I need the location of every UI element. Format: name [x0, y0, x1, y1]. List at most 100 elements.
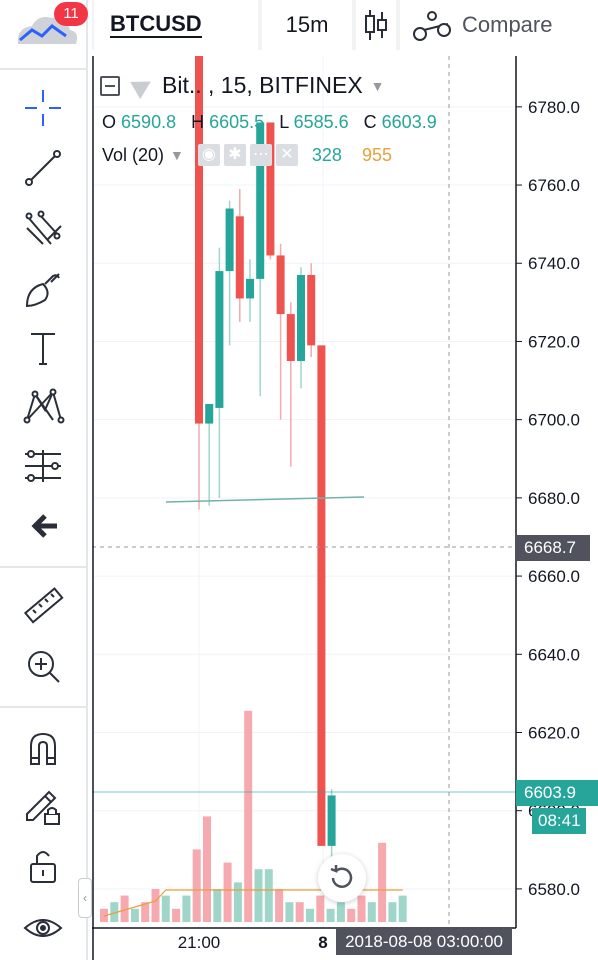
volume-bar: [326, 908, 335, 922]
interval-label: 15m: [285, 12, 329, 37]
compare-button[interactable]: Compare: [400, 0, 598, 50]
more-icon[interactable]: ⋯: [249, 144, 272, 166]
toolbar-collapse-handle[interactable]: ‹: [78, 878, 92, 918]
chart-type-button[interactable]: [356, 0, 396, 50]
candle-body: [235, 216, 244, 299]
price-tick-label: 6680.0: [528, 489, 580, 508]
volume-bar: [213, 889, 222, 922]
eye-icon[interactable]: ◉: [197, 144, 220, 166]
text-tool[interactable]: [14, 322, 72, 374]
unlock-tool[interactable]: [14, 840, 72, 892]
series-title[interactable]: Bit.. , 15, BITFINEX: [162, 72, 363, 98]
ohlc-label: L: [279, 112, 289, 132]
price-tick-label: 6620.0: [528, 723, 580, 742]
volume-bar: [192, 849, 201, 922]
collapse-legend-icon[interactable]: [100, 75, 120, 96]
pattern-icon: [23, 388, 65, 424]
chevron-down-icon[interactable]: ▼: [170, 147, 184, 163]
volume-bar: [120, 895, 129, 922]
lock-drawings-tool[interactable]: [14, 780, 72, 832]
flag-icon[interactable]: [130, 72, 156, 99]
candle-body: [276, 255, 285, 315]
chart-pane[interactable]: 6780.0 6760.0 6740.0 6720.0 6700.0 6680.0 6660…: [92, 56, 598, 960]
crosshair-tool[interactable]: [14, 82, 72, 134]
volume-bar: [130, 908, 139, 922]
brush-tool[interactable]: [14, 262, 72, 314]
crosshair-icon: [25, 90, 61, 126]
ruler-tool[interactable]: [14, 580, 72, 632]
candle-body: [225, 208, 234, 272]
volume-ma-value: 955: [361, 144, 392, 165]
trend-line-drawing[interactable]: [165, 496, 365, 503]
trend-line-tool[interactable]: [14, 142, 72, 194]
ohlc-row: O 6590.8 H 6605.5 L 6585.6 C 6603.9: [102, 112, 447, 133]
candle-body: [297, 274, 305, 362]
price-tick-label: 6720.0: [528, 332, 580, 351]
back-arrow-button[interactable]: [14, 500, 72, 552]
volume-bar: [223, 862, 232, 922]
volume-bar: [306, 908, 314, 922]
volume-bar: [347, 908, 356, 922]
toolbar-divider: [0, 706, 86, 708]
volume-bar: [295, 902, 304, 922]
volume-bar: [203, 816, 211, 922]
tradingview-logo-button[interactable]: 11: [10, 2, 88, 54]
toolbar-divider: [0, 68, 86, 70]
compare-icon: [413, 11, 451, 41]
ohlc-value: 6605.5: [209, 112, 265, 132]
header: BTCUSD 15m Compare: [92, 0, 598, 50]
chart-canvas[interactable]: 6780.0 6760.0 6740.0 6720.0 6700.0 6680.0 6660…: [92, 56, 598, 960]
ohlc-value: 6603.9: [381, 112, 437, 132]
zoom-in-tool[interactable]: [14, 640, 72, 692]
volume-bar: [254, 869, 263, 922]
pattern-tool[interactable]: [14, 380, 72, 432]
hide-drawings-tool[interactable]: [14, 902, 72, 954]
prediction-tool[interactable]: [14, 440, 72, 492]
back-arrow-icon: [31, 514, 57, 538]
ohlc-label: H: [191, 112, 205, 132]
volume-bar: [388, 902, 397, 922]
close-icon[interactable]: ✕: [275, 144, 298, 166]
price-tick-label: 6760.0: [528, 176, 580, 195]
symbol-search-button[interactable]: BTCUSD: [94, 0, 258, 50]
volume-bar: [233, 882, 242, 922]
trend-line-icon: [25, 150, 61, 186]
magnet-tool[interactable]: [14, 722, 72, 774]
gear-icon[interactable]: ✱: [223, 144, 246, 166]
magnet-icon: [30, 732, 56, 765]
volume-value: 328: [311, 144, 342, 165]
price-tick-label: 6780.0: [528, 98, 580, 117]
volume-row: Vol (20) ▼ ◉ ✱ ⋯ ✕ 328 955: [102, 144, 392, 166]
text-icon: [31, 333, 55, 365]
time-tick-label: 8: [318, 933, 327, 952]
bar-countdown-label: 08:41: [532, 808, 586, 834]
compare-label: Compare: [462, 12, 553, 37]
volume-bar: [172, 908, 181, 922]
symbol-name[interactable]: BTCUSD: [110, 11, 202, 38]
ohlc-value: 6590.8: [121, 112, 177, 132]
candle-body: [246, 278, 254, 299]
fib-tool[interactable]: [14, 202, 72, 254]
candle-body: [286, 314, 295, 362]
volume-bar: [110, 902, 119, 922]
notification-badge: 11: [54, 2, 88, 26]
chevron-down-icon[interactable]: ▼: [370, 77, 385, 94]
lock-pencil-icon: [26, 790, 60, 825]
volume-bar: [161, 895, 170, 922]
ohlc-value: 6585.6: [293, 112, 349, 132]
volume-bar: [275, 889, 284, 922]
interval-button[interactable]: 15m: [262, 0, 352, 50]
ohlc-label: O: [102, 112, 117, 132]
volume-bar: [357, 895, 366, 922]
price-tick-label: 6740.0: [528, 254, 580, 273]
reset-icon: [330, 865, 353, 888]
volume-label[interactable]: Vol (20): [102, 144, 165, 165]
fib-icon: [25, 210, 62, 245]
candle-body: [256, 122, 265, 279]
reset-chart-button[interactable]: [318, 854, 366, 902]
volume-bar: [141, 902, 150, 922]
crosshair-time-label: 2018-08-08 03:00:00: [336, 929, 512, 955]
volume-bar: [367, 902, 376, 922]
volume-bar: [182, 895, 191, 922]
